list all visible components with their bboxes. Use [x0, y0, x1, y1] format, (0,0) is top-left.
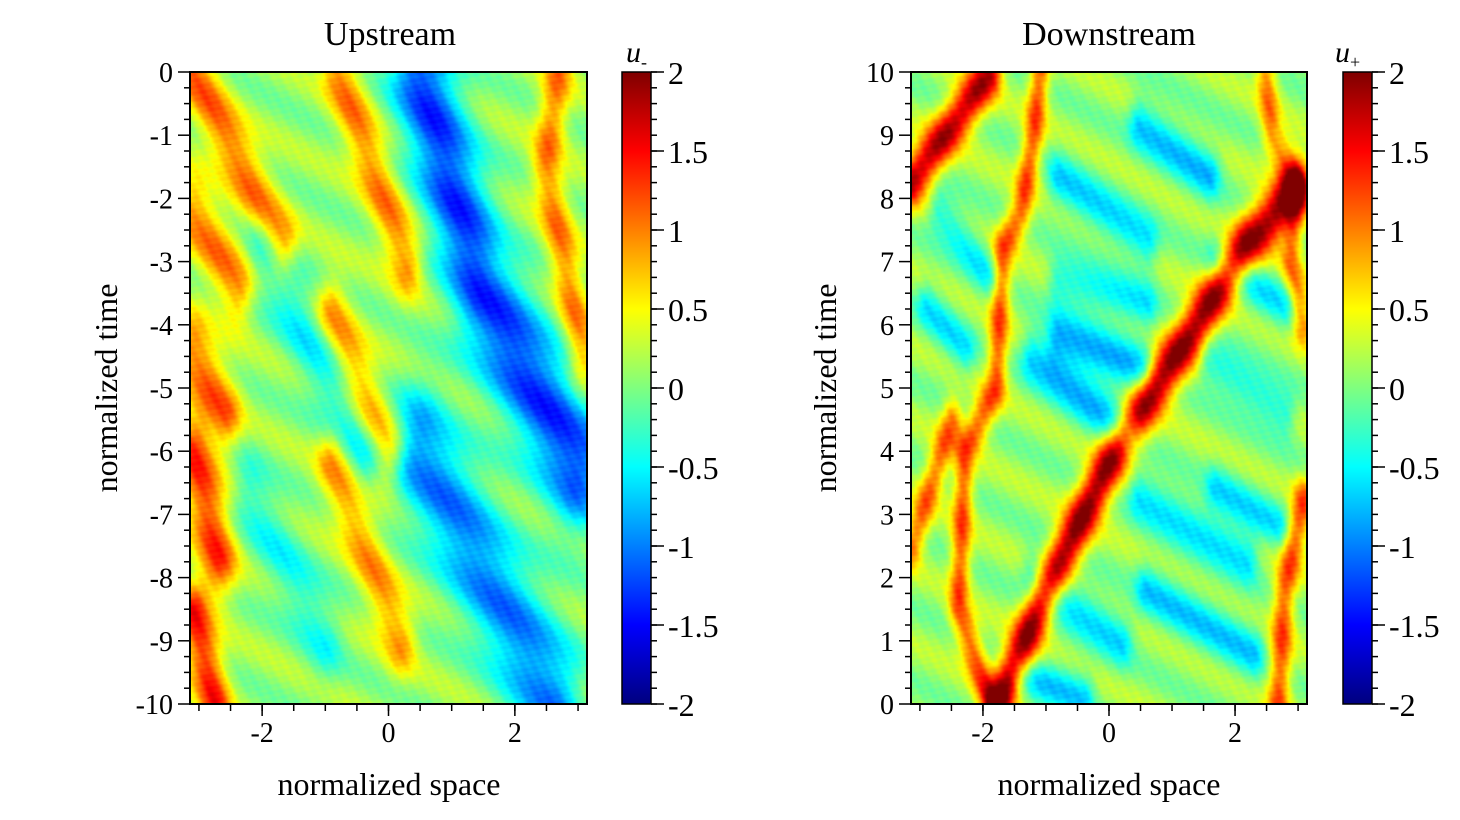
y-tick-label: -5	[150, 374, 173, 405]
y-tick-label: 1	[880, 627, 894, 658]
upstream-colorbar-label-sub: -	[641, 52, 647, 72]
x-tick-label: 2	[508, 718, 522, 749]
downstream-colorbar: 2 1.5 1 0.5 0 -0.5 -1 -1.5 -2 u+	[1335, 36, 1440, 723]
y-tick-label: -4	[150, 311, 173, 342]
upstream-colorbar: 2 1.5 1 0.5 0 -0.5 -1 -1.5 -2 u-	[621, 36, 719, 723]
downstream-colorbar-label: u+	[1335, 36, 1360, 72]
downstream-heatmap-image	[911, 72, 1307, 704]
colorbar-tick-label: -1.5	[1389, 608, 1440, 644]
downstream-colorbar-label-base: u	[1335, 36, 1350, 69]
colorbar-tick-label: 1.5	[668, 134, 708, 170]
colorbar-tick-label: 2	[668, 55, 684, 91]
upstream-x-ticks: -2 0 2	[198, 704, 579, 749]
colorbar-tick-label: -2	[1389, 687, 1416, 723]
downstream-colorbar-gradient	[1342, 71, 1373, 705]
upstream-colorbar-label: u-	[626, 36, 647, 72]
x-tick-label: 0	[382, 718, 396, 749]
colorbar-tick-label: 2	[1389, 55, 1405, 91]
y-tick-label: 2	[880, 564, 894, 595]
downstream-x-ticks: -2 0 2	[919, 704, 1299, 749]
downstream-title: Downstream	[1022, 16, 1196, 53]
y-tick-label: -10	[136, 690, 173, 721]
y-tick-label: 6	[880, 311, 894, 342]
colorbar-tick-label: 0	[1389, 371, 1405, 407]
colorbar-tick-label: 0.5	[668, 292, 708, 328]
y-tick-label: -6	[150, 437, 173, 468]
y-tick-label: -8	[150, 564, 173, 595]
y-tick-label: 5	[880, 374, 894, 405]
y-tick-label: 8	[880, 184, 894, 215]
downstream-y-axis-label: normalized time	[807, 284, 843, 493]
y-tick-label: -1	[150, 121, 173, 152]
x-tick-label: 2	[1228, 718, 1242, 749]
colorbar-tick-label: 1	[1389, 213, 1405, 249]
upstream-heatmap-image	[190, 72, 587, 704]
x-tick-label: -2	[971, 718, 994, 749]
downstream-colorbar-label-sub: +	[1350, 52, 1360, 72]
y-tick-label: 10	[866, 58, 894, 89]
y-tick-label: 7	[880, 248, 894, 279]
colorbar-tick-label: 0.5	[1389, 292, 1429, 328]
y-tick-label: 9	[880, 121, 894, 152]
upstream-y-ticks: 0 -1 -2 -3 -4 -5 -6 -7 -8 -9 -10	[136, 58, 190, 721]
colorbar-tick-label: -1	[668, 529, 695, 565]
colorbar-tick-label: -0.5	[1389, 450, 1440, 486]
upstream-title: Upstream	[324, 16, 456, 53]
colorbar-tick-label: -0.5	[668, 450, 719, 486]
colorbar-tick-label: 0	[668, 371, 684, 407]
upstream-colorbar-label-base: u	[626, 36, 641, 69]
downstream-heatmap	[911, 72, 1307, 704]
y-tick-label: 0	[159, 58, 173, 89]
y-tick-label: -3	[150, 248, 173, 279]
upstream-y-axis-label: normalized time	[88, 284, 124, 493]
upstream-heatmap	[190, 72, 587, 704]
y-tick-label: 3	[880, 500, 894, 531]
colorbar-tick-label: -2	[668, 687, 695, 723]
downstream-colorbar-ticks: 2 1.5 1 0.5 0 -0.5 -1 -1.5 -2	[1372, 55, 1440, 723]
colorbar-tick-label: 1.5	[1389, 134, 1429, 170]
upstream-colorbar-gradient	[621, 71, 652, 705]
downstream-x-axis-label: normalized space	[998, 766, 1221, 802]
y-tick-label: 0	[880, 690, 894, 721]
colorbar-tick-label: 1	[668, 213, 684, 249]
upstream-x-axis-label: normalized space	[278, 766, 501, 802]
y-tick-label: -7	[150, 500, 173, 531]
colorbar-tick-label: -1	[1389, 529, 1416, 565]
x-tick-label: -2	[250, 718, 273, 749]
y-tick-label: 4	[880, 437, 894, 468]
y-tick-label: -2	[150, 184, 173, 215]
y-tick-label: -9	[150, 627, 173, 658]
upstream-colorbar-ticks: 2 1.5 1 0.5 0 -0.5 -1 -1.5 -2	[651, 55, 719, 723]
colorbar-tick-label: -1.5	[668, 608, 719, 644]
x-tick-label: 0	[1102, 718, 1116, 749]
upstream-panel: Upstream -2 0 2 0-1-2-3-4-5-6-7-8-9-10 nor…	[88, 16, 719, 802]
